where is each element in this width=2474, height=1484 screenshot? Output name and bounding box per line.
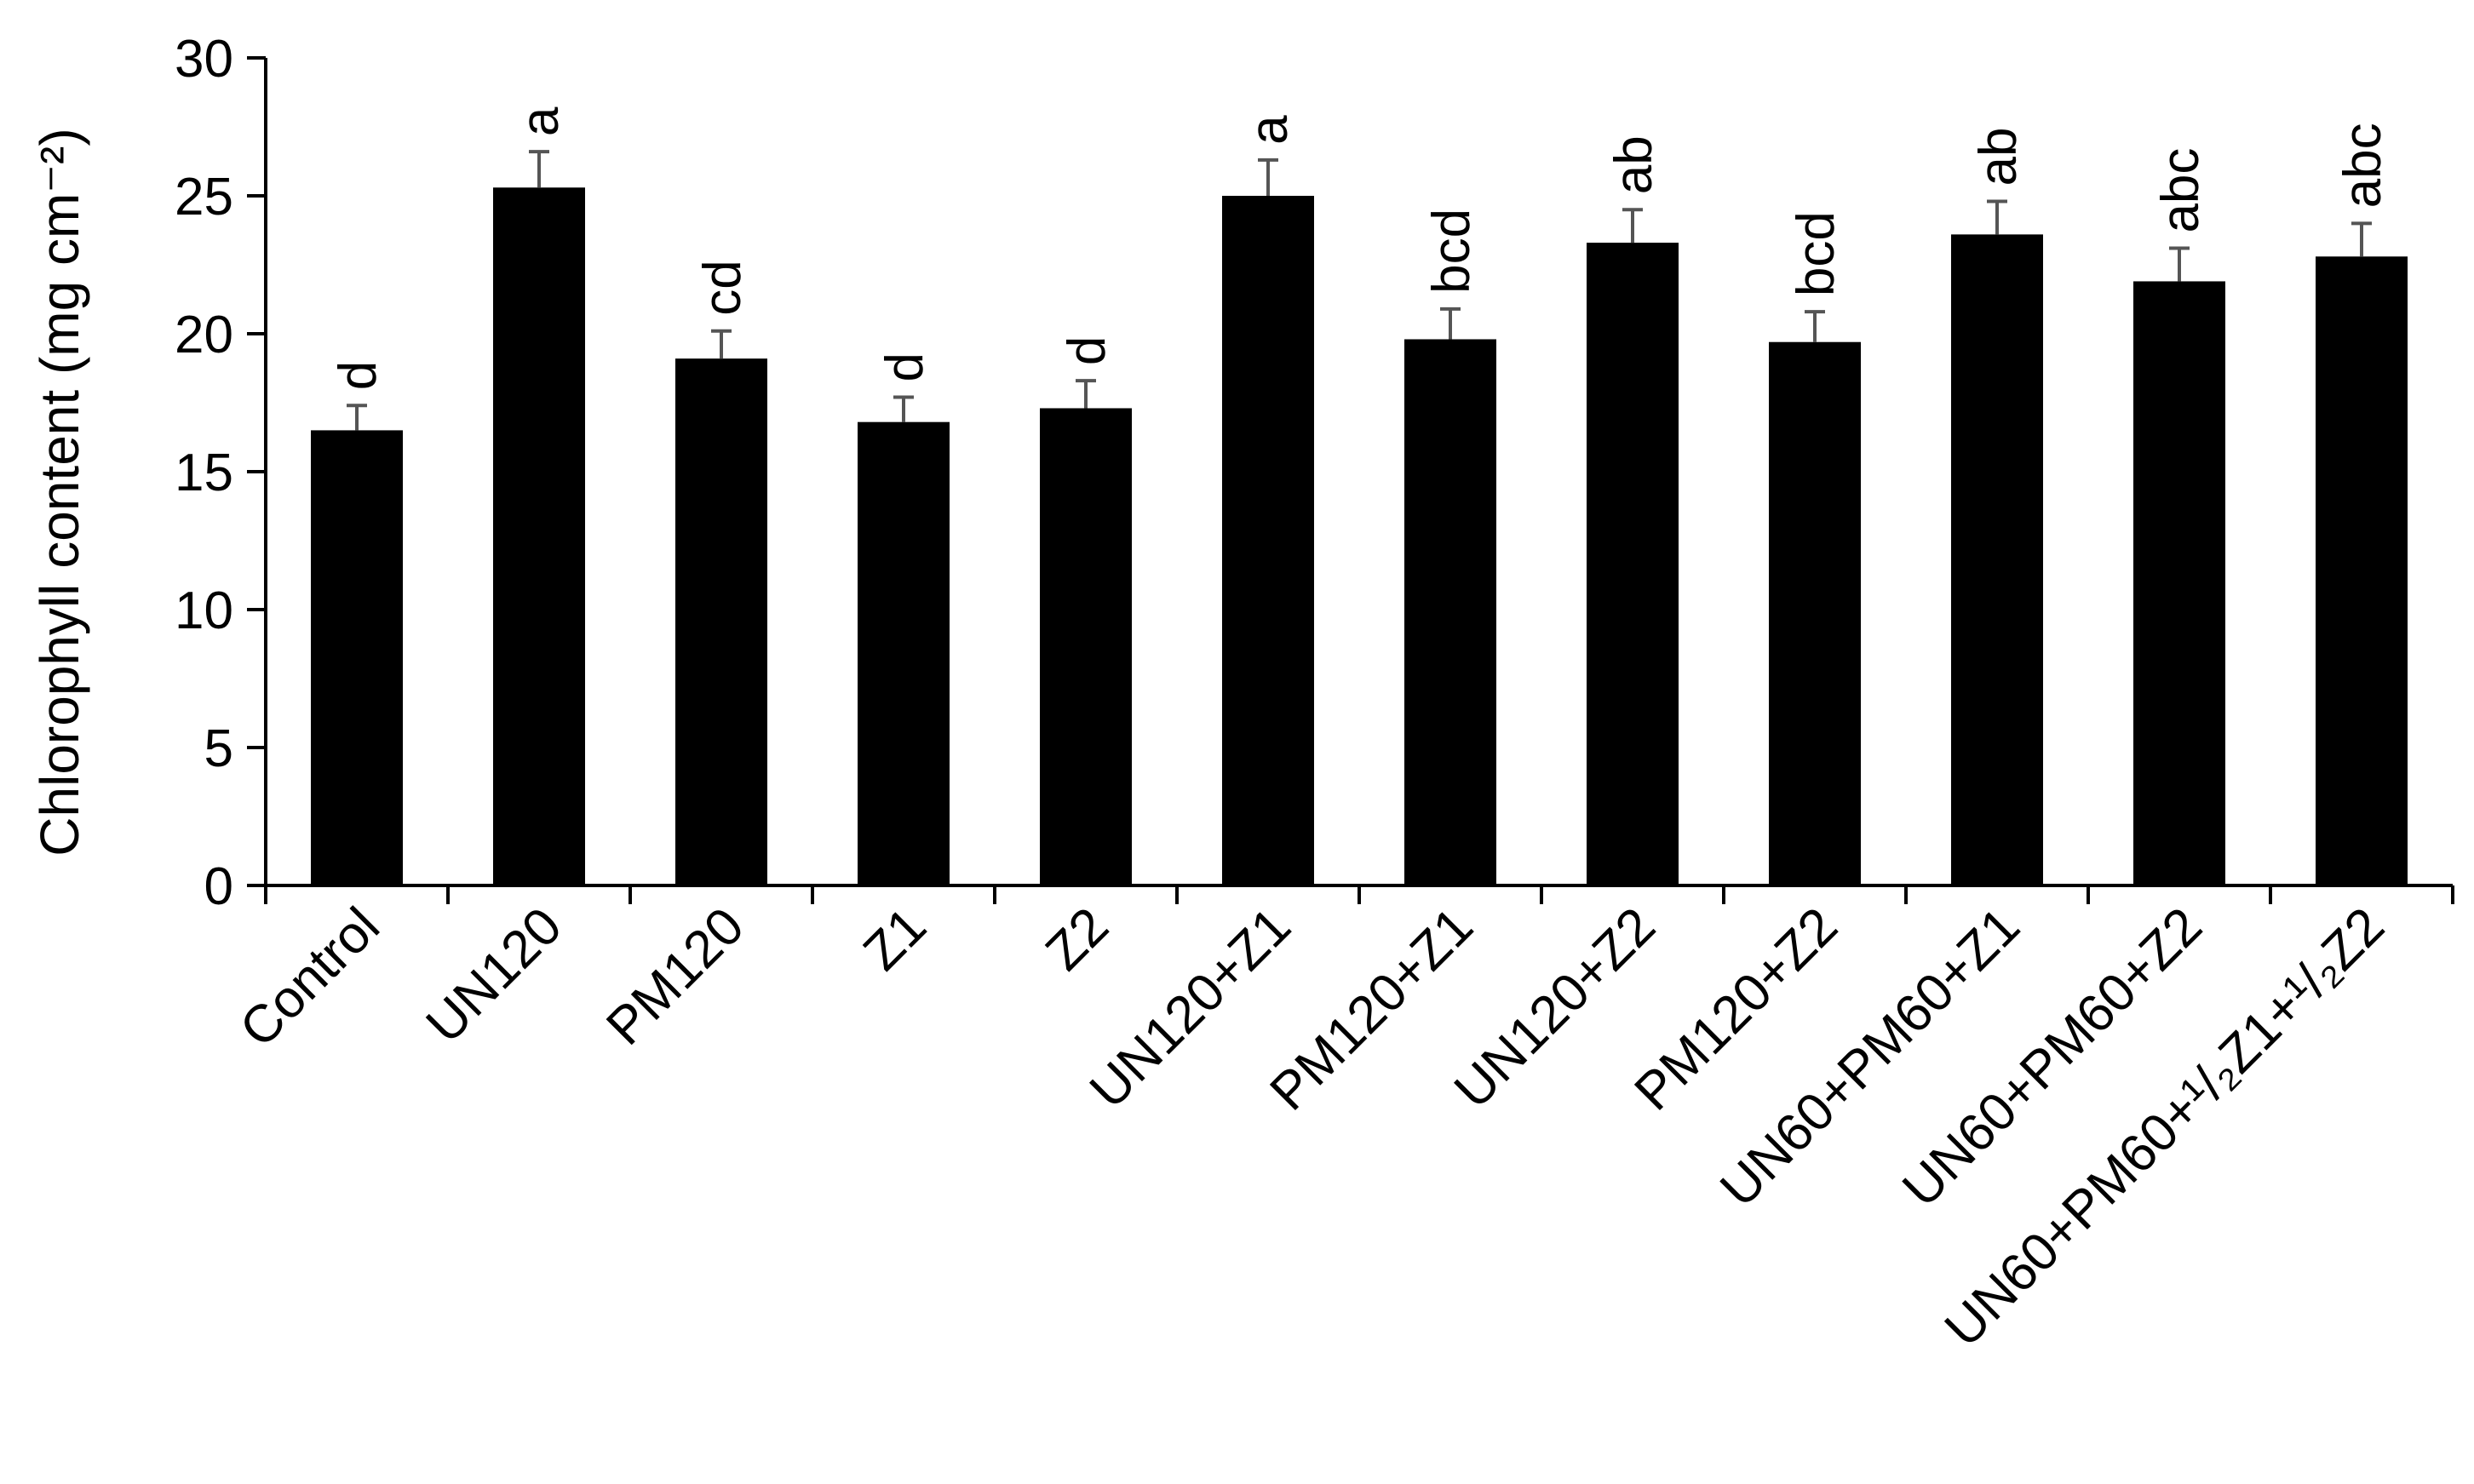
- bar: [1587, 243, 1679, 886]
- category-label: PM120: [595, 897, 755, 1057]
- x-axis: [264, 884, 2454, 904]
- bar: [675, 358, 767, 885]
- bar: [1222, 196, 1314, 885]
- y-tick-label: 0: [204, 857, 233, 916]
- bar: [1404, 339, 1496, 886]
- y-tick-label: 25: [175, 168, 233, 226]
- y-axis: 0 5 10 15 20 25 30: [175, 30, 267, 916]
- significance-label: d: [875, 352, 934, 381]
- significance-label: bcd: [1787, 211, 1845, 296]
- category-label: UN60+PM60+Z1: [1709, 897, 2031, 1218]
- y-tick-label: 15: [175, 444, 233, 502]
- y-tick-label: 20: [175, 306, 233, 364]
- bar: [1769, 341, 1861, 886]
- error-bars-group: [347, 150, 2372, 431]
- category-labels-group: Control UN120 PM120 Z1 Z2UN120+Z1PM120+Z1UN1…: [229, 897, 2396, 1358]
- y-tick-label: 5: [204, 719, 233, 778]
- category-label: UN60+PM60+Z2: [1891, 897, 2213, 1218]
- bar: [858, 421, 950, 885]
- significance-label: d: [329, 361, 387, 390]
- significance-label: a: [511, 106, 570, 136]
- bar: [1951, 234, 2043, 885]
- significance-label: a: [1240, 115, 1299, 145]
- bars-group: [311, 187, 2408, 886]
- significance-label: ab: [1969, 128, 2028, 186]
- significance-label: cd: [693, 260, 752, 315]
- significance-label: ab: [1604, 135, 1663, 194]
- bar: [493, 187, 585, 885]
- y-tick-label: 10: [175, 582, 233, 640]
- significance-label: abc: [2151, 148, 2210, 233]
- significance-labels-group: d a cd d d a bcd ab bcd ab abc abc: [329, 106, 2392, 390]
- y-axis-title: Chlorophyll content (mg cm⁻²): [29, 128, 90, 856]
- y-tick-label: 30: [175, 30, 233, 89]
- bar: [1040, 408, 1132, 886]
- significance-label: abc: [2333, 123, 2392, 208]
- category-label: Z2: [1035, 897, 1120, 982]
- significance-label: bcd: [1422, 209, 1481, 294]
- bar: [2133, 281, 2225, 885]
- significance-label: d: [1058, 336, 1116, 365]
- category-label: UN120: [416, 897, 573, 1054]
- bar: [2316, 256, 2408, 885]
- category-label: Control: [229, 897, 391, 1058]
- category-label: Z1: [852, 897, 938, 982]
- bar: [311, 430, 403, 885]
